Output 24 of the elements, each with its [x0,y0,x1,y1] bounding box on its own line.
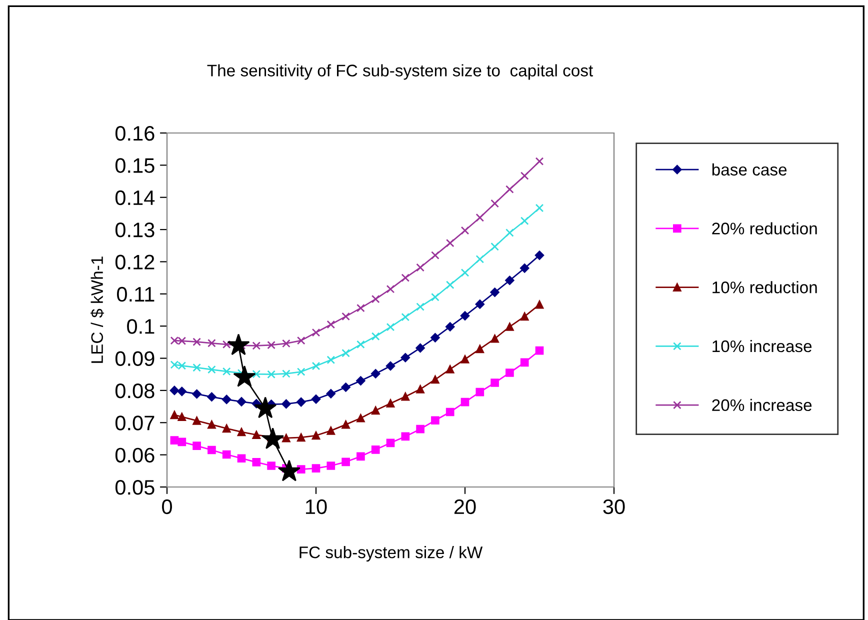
legend-label: 20% increase [712,398,812,412]
y-tick-label: 0.12 [115,254,154,270]
y-tick-label: 0.16 [115,126,154,141]
y-tick-label: 0.08 [115,383,154,398]
y-tick-label: 0.06 [115,448,154,463]
legend-label: 20% reduction [712,222,817,234]
y-tick-label: 0.14 [115,190,155,206]
y-tick-label: 0.15 [115,158,154,173]
y-tick-label: 0.11 [117,286,154,302]
x-tick-label: 10 [306,499,327,514]
y-axis-title: LEC / $ kWh-1 [90,256,104,363]
x-axis-title: FC sub-system size / kW [300,546,483,562]
y-tick-label: 0.05 [115,480,154,495]
y-tick-label: 0.07 [115,416,154,430]
y-tick-label: 0.09 [115,351,154,366]
y-tick-label: 0.13 [115,222,154,238]
legend-label: 10% increase [712,340,812,352]
y-tick-label: 0.1 [127,319,154,334]
legend-label: base case [712,163,787,176]
chart-title: The sensitivity of FC sub-system size to capital cost [207,64,594,80]
x-tick-label: 0 [162,499,172,514]
x-tick-label: 30 [603,499,625,514]
x-tick-label: 20 [454,499,476,514]
legend-label: 10% reduction [712,281,817,294]
